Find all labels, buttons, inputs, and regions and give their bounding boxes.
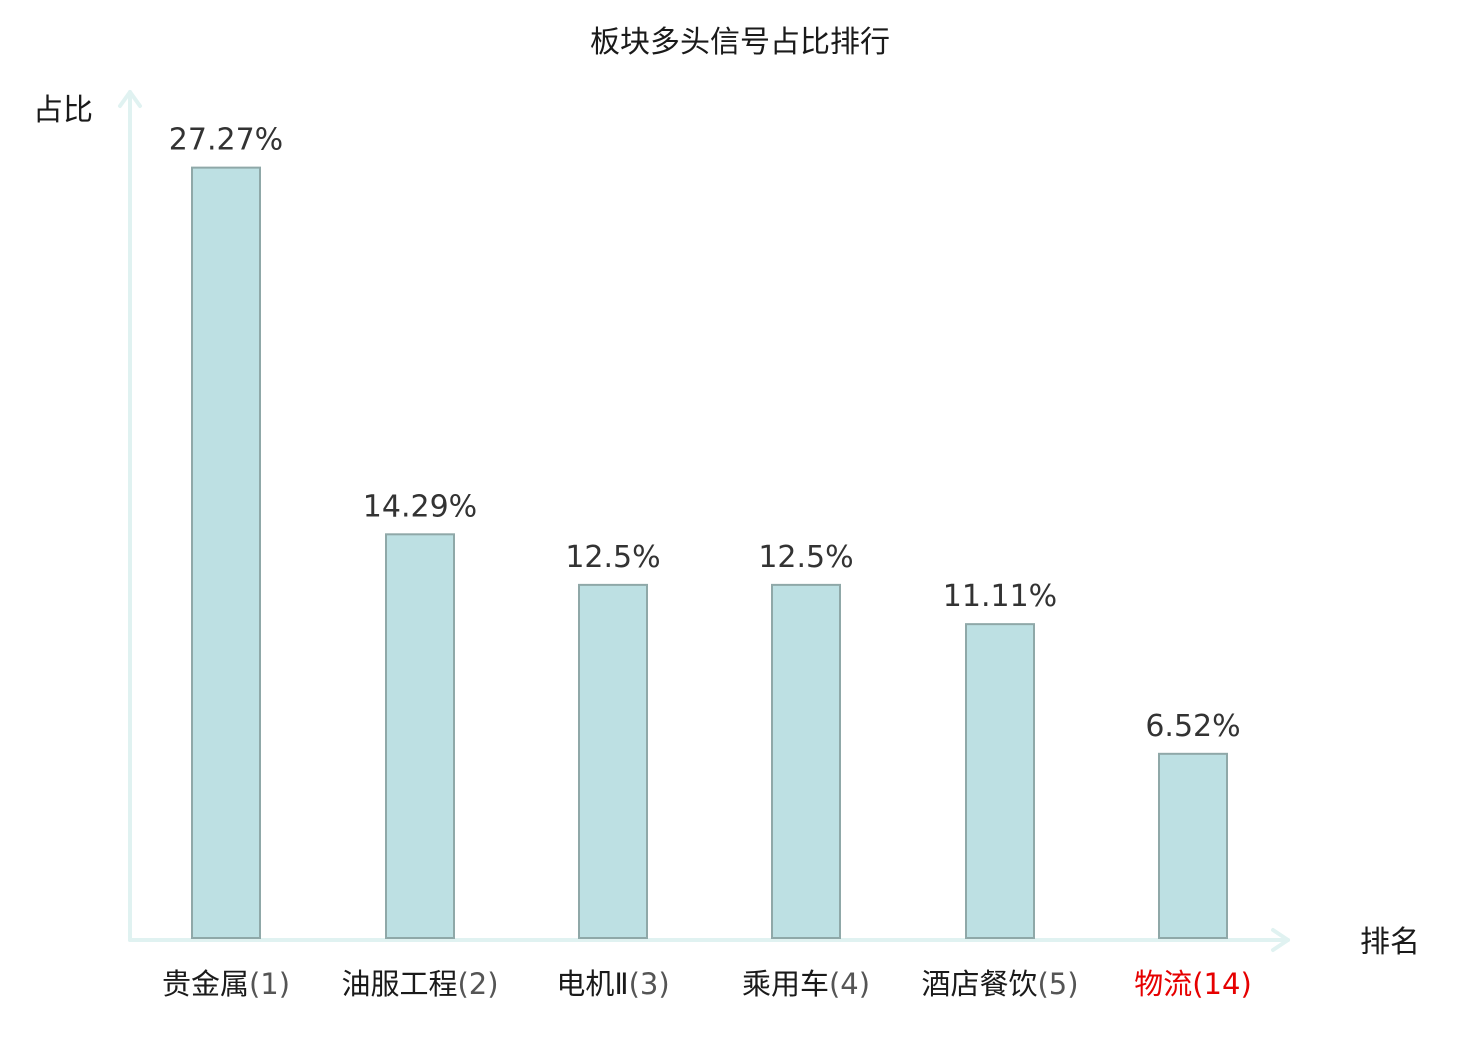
bar-2 <box>385 533 455 939</box>
category-rank-5: (5) <box>1037 967 1078 1001</box>
value-label-6: 6.52% <box>1145 709 1240 744</box>
category-label-4: 乘用车(4) <box>742 967 870 1001</box>
category-name-2: 油服工程 <box>341 967 457 1001</box>
category-rank-2: (2) <box>457 967 498 1001</box>
category-labels-group: 贵金属(1) 油服工程(2) 电机Ⅱ(3) 乘用车(4) 酒店餐饮(5) 物流(14) <box>162 967 1252 1001</box>
y-axis: 占比 <box>33 90 142 942</box>
value-label-2: 14.29% <box>363 489 477 524</box>
category-label-3: 电机Ⅱ(3) <box>556 967 669 1001</box>
category-name-6: 物流 <box>1134 967 1192 1001</box>
bar-4 <box>771 583 841 939</box>
category-rank-1: (1) <box>249 967 290 1001</box>
category-name-4: 乘用车 <box>742 967 829 1001</box>
x-axis-title: 排名 <box>1360 925 1420 960</box>
bars-group <box>191 166 1228 940</box>
value-label-1: 27.27% <box>169 123 283 158</box>
chart-title: 板块多头信号占比排行 <box>590 25 890 60</box>
bar-5 <box>965 623 1035 940</box>
category-rank-6: (14) <box>1192 967 1252 1001</box>
category-label-2: 油服工程(2) <box>341 967 498 1001</box>
bar-6 <box>1158 752 1228 939</box>
y-axis-arrow <box>118 90 142 108</box>
value-label-4: 12.5% <box>758 540 853 575</box>
category-label-1: 贵金属(1) <box>162 967 290 1001</box>
y-axis-title: 占比 <box>33 93 93 128</box>
category-label-6: 物流(14) <box>1134 967 1252 1001</box>
x-axis: 排名 <box>128 925 1420 960</box>
bar-1 <box>191 166 261 939</box>
bar-3 <box>578 583 648 939</box>
category-name-3: 电机Ⅱ <box>556 967 628 1001</box>
category-label-5: 酒店餐饮(5) <box>921 967 1078 1001</box>
category-name-5: 酒店餐饮 <box>921 967 1037 1001</box>
category-name-1: 贵金属 <box>162 967 249 1001</box>
category-rank-4: (4) <box>829 967 870 1001</box>
category-rank-3: (3) <box>629 967 670 1001</box>
x-axis-arrow <box>1271 928 1290 952</box>
value-label-3: 12.5% <box>565 540 660 575</box>
value-labels-group: 27.27% 14.29% 12.5% 12.5% 11.11% 6.52% <box>169 123 1241 744</box>
value-label-5: 11.11% <box>943 579 1057 614</box>
